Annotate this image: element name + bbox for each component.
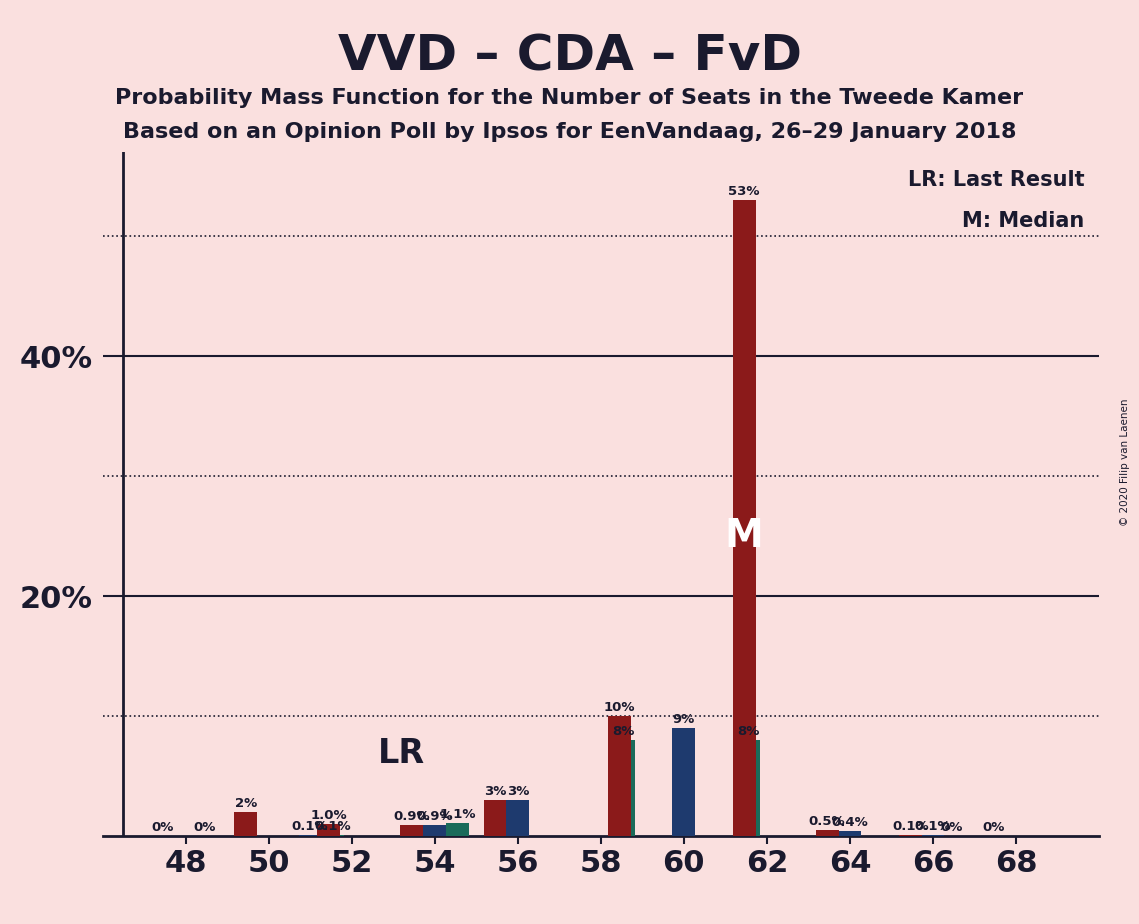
Text: 0%: 0% [151, 821, 174, 833]
Bar [732, 201, 755, 836]
Bar [613, 740, 636, 836]
Text: 0.9%: 0.9% [417, 810, 453, 823]
Bar [608, 716, 631, 836]
Text: LR: LR [378, 737, 425, 771]
Bar [899, 835, 921, 836]
Text: LR: Last Result: LR: Last Result [908, 170, 1084, 189]
Text: 0%: 0% [194, 821, 215, 833]
Bar [838, 832, 861, 836]
Bar [507, 800, 530, 836]
Text: 0.1%: 0.1% [892, 820, 928, 833]
Text: 2%: 2% [235, 796, 257, 809]
Bar [424, 825, 446, 836]
Text: 3%: 3% [484, 784, 506, 797]
Text: VVD – CDA – FvD: VVD – CDA – FvD [337, 32, 802, 80]
Text: 8%: 8% [613, 724, 634, 738]
Bar [298, 835, 321, 836]
Text: 0.9%: 0.9% [394, 810, 431, 823]
Bar [737, 740, 760, 836]
Bar [446, 823, 469, 836]
Text: 3%: 3% [507, 784, 528, 797]
Bar [672, 728, 695, 836]
Text: 8%: 8% [737, 724, 760, 738]
Text: 0.1%: 0.1% [915, 820, 951, 833]
Text: 53%: 53% [728, 185, 760, 198]
Text: 0%: 0% [982, 821, 1005, 833]
Bar [235, 812, 257, 836]
Bar [921, 835, 944, 836]
Text: 0%: 0% [941, 821, 962, 833]
Text: 0.5%: 0.5% [809, 815, 845, 828]
Text: 0.1%: 0.1% [314, 820, 351, 833]
Text: Based on an Opinion Poll by Ipsos for EenVandaag, 26–29 January 2018: Based on an Opinion Poll by Ipsos for Ee… [123, 122, 1016, 142]
Text: 10%: 10% [604, 701, 636, 714]
Text: 0.4%: 0.4% [831, 816, 868, 829]
Text: © 2020 Filip van Laenen: © 2020 Filip van Laenen [1120, 398, 1130, 526]
Text: 0.1%: 0.1% [292, 820, 328, 833]
Bar [318, 824, 341, 836]
Text: 1.0%: 1.0% [311, 808, 347, 821]
Bar [484, 800, 507, 836]
Text: M: Median: M: Median [962, 211, 1084, 231]
Bar [816, 831, 838, 836]
Text: Probability Mass Function for the Number of Seats in the Tweede Kamer: Probability Mass Function for the Number… [115, 88, 1024, 108]
Text: 9%: 9% [673, 712, 695, 726]
Bar [321, 835, 344, 836]
Bar [401, 825, 424, 836]
Text: M: M [724, 517, 763, 555]
Text: 1.1%: 1.1% [440, 808, 476, 821]
